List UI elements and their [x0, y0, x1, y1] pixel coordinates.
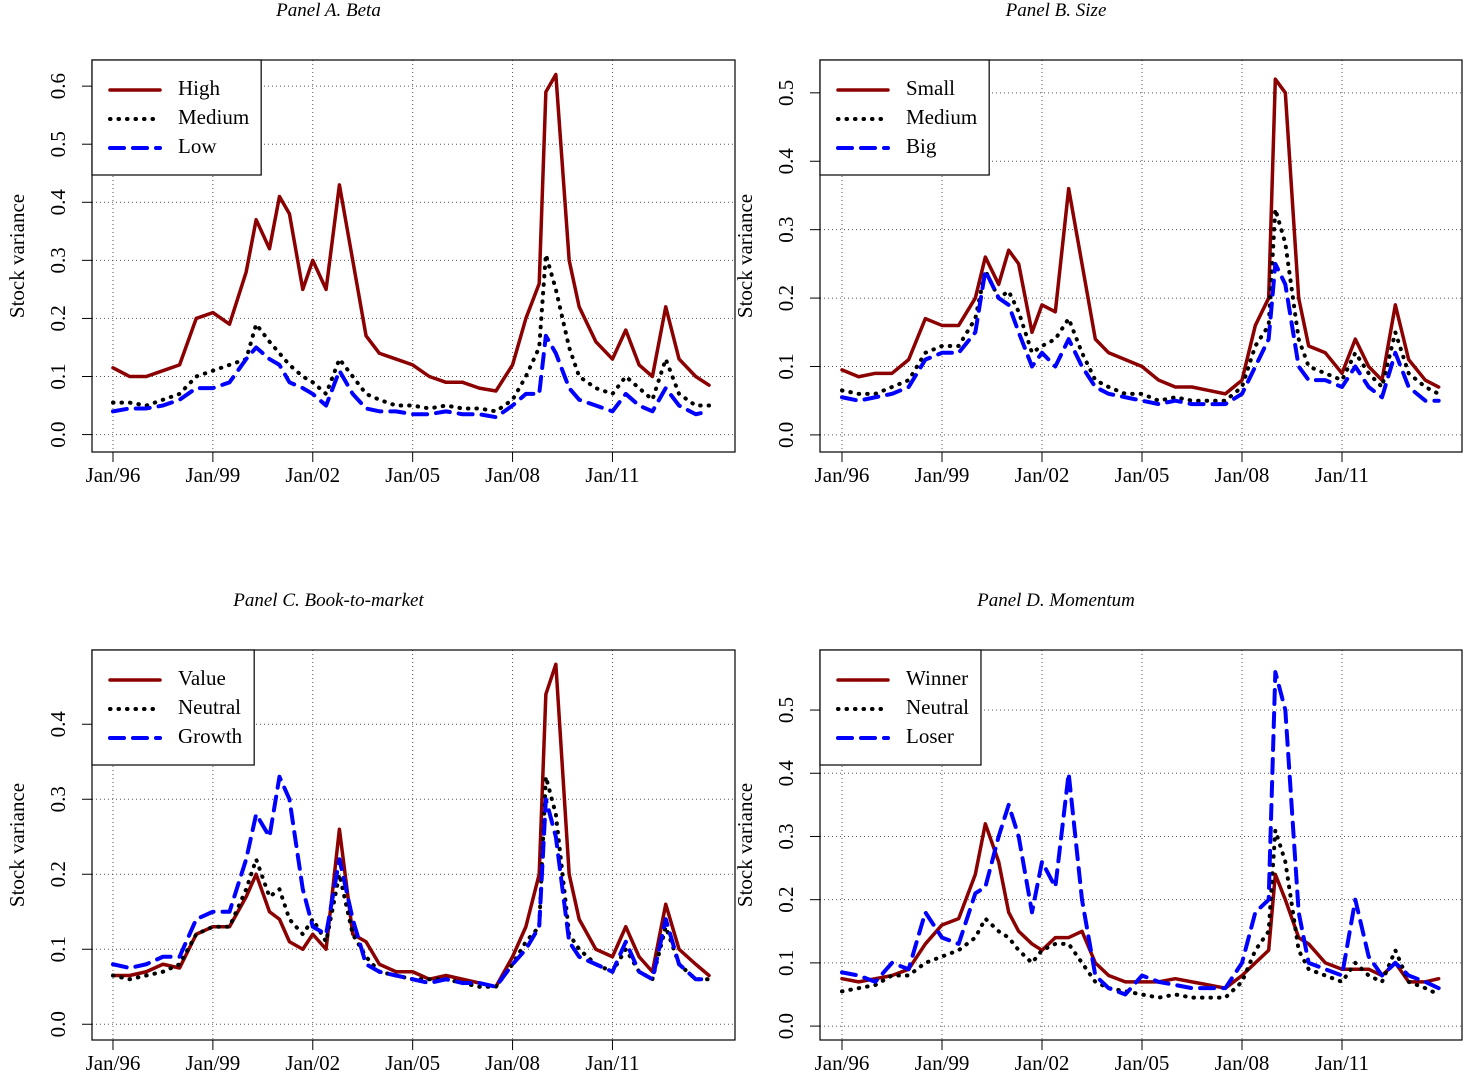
y-tick-label: 0.3	[774, 823, 798, 849]
legend-label: High	[178, 76, 221, 100]
legend-label: Big	[906, 134, 937, 158]
series-line	[110, 774, 712, 989]
y-tick-label: 0.2	[46, 861, 70, 887]
x-tick-label: Jan/96	[86, 1051, 141, 1075]
x-tick-label: Jan/05	[1115, 1051, 1170, 1075]
x-tick-label: Jan/05	[385, 463, 440, 487]
series-line	[111, 662, 711, 989]
x-tick-label: Jan/99	[185, 1051, 240, 1075]
series-line	[840, 77, 1441, 396]
legend-label: Small	[906, 76, 955, 100]
chart-title: Panel D. Momentum	[976, 590, 1135, 611]
y-axis-label: Stock variance	[5, 783, 29, 907]
y-tick-label: 0.3	[46, 247, 70, 273]
y-tick-label: 0.1	[774, 353, 798, 379]
x-tick-label: Jan/08	[1215, 463, 1270, 487]
x-tick-label: Jan/08	[1215, 1051, 1270, 1075]
panel: Panel B. Size Stock variance 0.0 0.1 0.2 0.3 0…	[733, 0, 1463, 487]
x-tick-label: Jan/99	[915, 463, 970, 487]
legend-label: Low	[178, 134, 217, 158]
legend-label: Neutral	[906, 695, 969, 719]
chart-title: Panel B. Size	[1005, 0, 1107, 21]
plot-frame	[819, 59, 1463, 453]
x-tick-label: Jan/05	[385, 1051, 440, 1075]
x-tick-label: Jan/99	[185, 463, 240, 487]
plot-frame	[91, 59, 736, 453]
series-line	[110, 333, 712, 420]
series-line	[110, 252, 712, 414]
y-tick-label: 0.0	[46, 421, 70, 447]
x-tick-label: Jan/11	[585, 1051, 639, 1075]
panel: Panel D. Momentum Stock variance 0.0 0.1 0.2…	[733, 590, 1463, 1075]
series-line	[111, 72, 711, 393]
legend-label: Neutral	[178, 695, 241, 719]
x-tick-label: Jan/08	[485, 463, 540, 487]
x-tick-label: Jan/11	[585, 463, 639, 487]
panel: Panel C. Book-to-market Stock variance 0.0…	[5, 590, 736, 1075]
y-tick-label: 0.4	[46, 711, 70, 738]
y-axis-label: Stock variance	[733, 783, 757, 907]
plot-frame	[819, 649, 1463, 1041]
y-tick-label: 0.2	[774, 887, 798, 913]
x-tick-label: Jan/02	[285, 463, 340, 487]
legend-label: Medium	[178, 105, 249, 129]
x-tick-label: Jan/99	[915, 1051, 970, 1075]
plot-frame	[91, 649, 736, 1041]
y-tick-label: 0.1	[774, 950, 798, 976]
y-tick-label: 0.3	[774, 217, 798, 243]
chart-title: Panel A. Beta	[275, 0, 381, 21]
chart-title: Panel C. Book-to-market	[232, 590, 424, 611]
y-tick-label: 0.2	[46, 305, 70, 331]
legend-label: Value	[178, 666, 226, 690]
x-tick-label: Jan/96	[815, 1051, 870, 1075]
y-axis-label: Stock variance	[5, 194, 29, 318]
series-line	[840, 828, 1441, 1000]
y-tick-label: 0.5	[774, 80, 798, 106]
x-tick-label: Jan/08	[485, 1051, 540, 1075]
x-tick-label: Jan/96	[815, 463, 870, 487]
legend-label: Medium	[906, 105, 977, 129]
x-tick-label: Jan/05	[1115, 463, 1170, 487]
y-tick-label: 0.0	[774, 422, 798, 448]
y-tick-label: 0.0	[46, 1011, 70, 1037]
y-tick-label: 0.6	[46, 73, 70, 99]
y-tick-label: 0.5	[46, 131, 70, 157]
series-line	[840, 822, 1441, 990]
legend-label: Winner	[906, 666, 968, 690]
series-line	[840, 207, 1441, 403]
y-tick-label: 0.4	[46, 189, 70, 216]
y-tick-label: 0.1	[46, 363, 70, 389]
y-tick-label: 0.1	[46, 936, 70, 962]
y-tick-label: 0.3	[46, 786, 70, 812]
panel: Panel A. Beta Stock variance 0.0 0.1 0.2 0.3 0…	[5, 0, 736, 487]
x-tick-label: Jan/02	[285, 1051, 340, 1075]
x-tick-label: Jan/11	[1315, 463, 1369, 487]
x-tick-label: Jan/96	[86, 463, 141, 487]
y-tick-label: 0.4	[774, 760, 798, 787]
legend-label: Growth	[178, 724, 243, 748]
y-tick-label: 0.5	[774, 697, 798, 723]
series-line	[840, 670, 1441, 997]
legend-label: Loser	[906, 724, 954, 748]
y-tick-label: 0.2	[774, 285, 798, 311]
x-tick-label: Jan/11	[1315, 1051, 1369, 1075]
x-tick-label: Jan/02	[1015, 463, 1070, 487]
y-axis-label: Stock variance	[733, 194, 757, 318]
y-tick-label: 0.4	[774, 148, 798, 175]
y-tick-label: 0.0	[774, 1013, 798, 1039]
x-tick-label: Jan/02	[1015, 1051, 1070, 1075]
series-line	[840, 261, 1441, 407]
